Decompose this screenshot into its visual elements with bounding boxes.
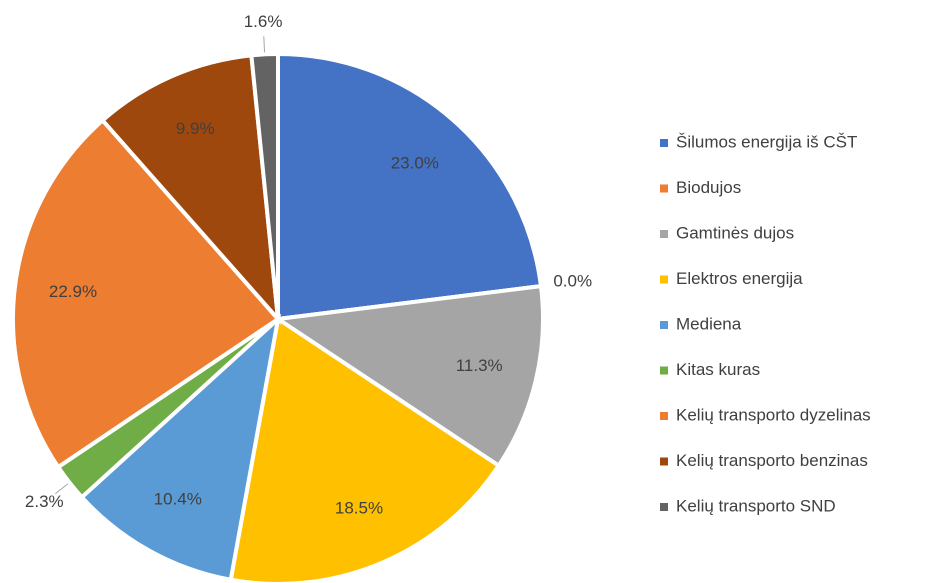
- pie-slice: [272, 283, 545, 469]
- legend-label: Mediena: [676, 314, 742, 333]
- legend-label: Biodujos: [676, 178, 741, 197]
- pie-slice: [249, 51, 280, 320]
- data-label: 1.6%: [244, 12, 283, 31]
- pie-slice: [276, 51, 544, 322]
- legend-label: Kelių transporto dyzelinas: [676, 405, 871, 424]
- leader-line: [55, 483, 69, 495]
- legend-label: Šilumos energija iš CŠT: [676, 132, 857, 151]
- leader-line: [263, 36, 266, 53]
- legend-label: Elektros energija: [676, 269, 803, 288]
- data-label: 9.9%: [176, 119, 215, 138]
- legend-label: Kelių transporto benzinas: [676, 451, 868, 470]
- legend-swatch: [660, 230, 668, 238]
- legend-swatch: [660, 457, 668, 466]
- pie-slice: [228, 315, 502, 583]
- legend-label: Gamtinės dujos: [676, 223, 794, 242]
- legend-swatch: [660, 503, 668, 511]
- legend-swatch: [660, 412, 668, 420]
- pie-slice: [79, 313, 282, 583]
- data-label: 0.0%: [553, 272, 592, 291]
- data-label: 10.4%: [154, 489, 202, 508]
- data-label: 23.0%: [391, 154, 439, 173]
- pie-slice: [99, 53, 281, 325]
- data-label: 22.9%: [49, 282, 97, 301]
- legend-swatch: [660, 366, 668, 375]
- legend-swatch: [660, 275, 668, 284]
- legend-swatch: [660, 139, 668, 147]
- data-label: 11.3%: [456, 356, 503, 375]
- legend-swatch: [660, 321, 668, 329]
- pie-slice: [11, 117, 282, 470]
- legend-label: Kelių transporto SND: [676, 496, 836, 515]
- data-label: 18.5%: [335, 499, 383, 518]
- legend-label: Kitas kuras: [676, 360, 760, 379]
- legend-swatch: [660, 184, 668, 193]
- data-label: 2.3%: [25, 492, 64, 511]
